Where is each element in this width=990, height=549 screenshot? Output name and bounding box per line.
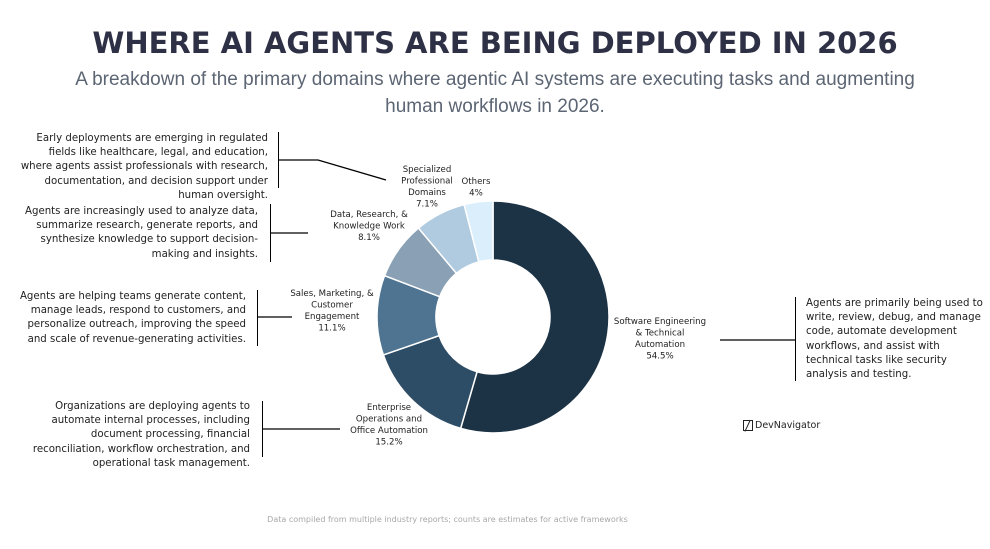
- footer-note: Data compiled from multiple industry rep…: [267, 515, 628, 524]
- slice-label-4: Data, Research, & Knowledge Work 8.1%: [330, 210, 408, 243]
- brand-icon: [743, 420, 753, 431]
- connector-lines: [257, 159, 795, 430]
- slice-label-1: Software Engineering & Technical Automatio…: [614, 317, 706, 362]
- donut-slice-6: [463, 200, 494, 263]
- note-sales: Agents are helping teams generate conten…: [19, 291, 246, 345]
- note-regulated-fields: Early deployments are emerging in regula…: [20, 133, 268, 201]
- slice-label-5: Specialized Professional Domains 7.1%: [401, 165, 453, 210]
- note-software: Agents are primarily being used to write…: [806, 298, 983, 381]
- bracket-sales: [257, 290, 258, 346]
- slice-label-6: Others 4%: [462, 177, 491, 199]
- brand-logo: DevNavigator: [743, 420, 820, 431]
- slice-label-2: Enterprise Operations and Office Automatio…: [350, 403, 428, 448]
- chart-title: WHERE AI AGENTS ARE BEING DEPLOYED IN 20…: [92, 26, 898, 60]
- donut-slice-1: [459, 200, 610, 434]
- connector-regulated: [278, 159, 387, 181]
- chart-subtitle: A breakdown of the primary domains where…: [75, 69, 915, 117]
- note-research: Agents are increasingly used to analyze …: [25, 206, 258, 260]
- slice-label-3: Sales, Marketing, & Customer Engagement 11.…: [290, 289, 374, 334]
- note-enterprise: Organizations are deploying agents to au…: [32, 401, 250, 469]
- bracket-software: [795, 297, 796, 381]
- brand-name: DevNavigator: [755, 420, 821, 431]
